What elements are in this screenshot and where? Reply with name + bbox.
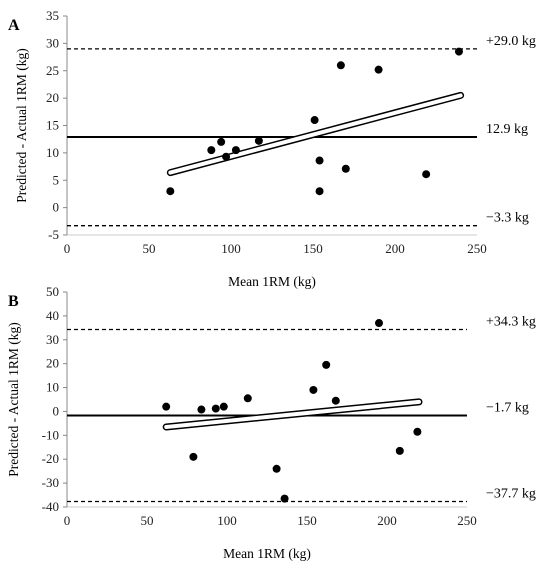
- data-point: [207, 146, 216, 155]
- data-point: [374, 65, 383, 74]
- data-point: [310, 116, 319, 125]
- upper-loa-label: +34.3 kg: [486, 315, 536, 330]
- data-point: [162, 402, 171, 411]
- data-point: [280, 494, 289, 503]
- y-tick-label: -10: [42, 427, 59, 442]
- panel-label: A: [8, 17, 20, 34]
- data-point: [219, 402, 228, 411]
- y-tick-label: 20: [46, 356, 59, 371]
- y-tick-label: 10: [46, 380, 59, 395]
- mean-bias-label: 12.9 kg: [486, 122, 528, 137]
- data-point: [375, 319, 383, 328]
- trend-line-fill: [168, 93, 463, 175]
- x-tick-label: 0: [64, 241, 71, 256]
- data-point: [336, 61, 345, 70]
- data-point: [315, 156, 324, 165]
- y-tick-label: 20: [46, 90, 59, 105]
- y-axis-title: Predicted - Actual 1RM (kg): [6, 322, 21, 476]
- y-axis-title: Predicted - Actual 1RM (kg): [14, 48, 29, 202]
- x-tick-label: 100: [221, 241, 241, 256]
- y-tick-label: 5: [53, 172, 60, 187]
- data-point: [197, 405, 206, 414]
- y-tick-label: 40: [46, 308, 59, 323]
- data-point: [211, 404, 220, 413]
- x-tick-label: 200: [385, 241, 405, 256]
- y-tick-label: 30: [46, 35, 59, 50]
- y-tick-label: 35: [46, 8, 59, 23]
- x-tick-label: 50: [143, 241, 156, 256]
- chart-panel-A: -5 0 5 10 15 20 25 30 35 0 50 100 150 200 250 +29.0 kg 1…: [8, 8, 536, 289]
- y-tick-label: 15: [46, 118, 59, 133]
- data-point: [331, 396, 340, 405]
- y-tick-label: -5: [48, 227, 59, 242]
- data-point: [341, 164, 350, 173]
- data-point: [254, 136, 263, 145]
- lower-loa-label: −3.3 kg: [486, 211, 529, 226]
- y-tick-label: 25: [46, 63, 59, 78]
- y-tick-label: 30: [46, 332, 59, 347]
- data-point: [322, 360, 331, 369]
- data-point: [315, 187, 324, 196]
- y-tick-label: 10: [46, 145, 59, 160]
- y-tick-label: 50: [46, 284, 59, 299]
- y-tick-label: 0: [53, 200, 60, 215]
- chart-panel-B: -40 -30 -20 -10 0 10 20 30 40 50 0 50 100 150 200 250 +3…: [6, 284, 536, 561]
- x-tick-label: 0: [64, 513, 71, 528]
- x-axis-title: Mean 1RM (kg): [223, 546, 311, 561]
- x-tick-label: 200: [377, 513, 397, 528]
- panel-label: B: [8, 293, 19, 310]
- mean-bias-label: −1.7 kg: [486, 401, 529, 416]
- y-tick-label: -30: [42, 475, 59, 490]
- x-tick-label: 100: [217, 513, 237, 528]
- x-axis-title: Mean 1RM (kg): [228, 274, 316, 289]
- data-point: [166, 187, 175, 196]
- data-point: [189, 452, 198, 461]
- data-point: [243, 394, 252, 403]
- trend-line-fill: [164, 399, 421, 429]
- x-tick-label: 50: [141, 513, 154, 528]
- data-point: [309, 385, 318, 394]
- data-point: [231, 146, 240, 155]
- data-point: [222, 152, 231, 161]
- lower-loa-label: −37.7 kg: [486, 487, 536, 502]
- data-point: [413, 427, 422, 436]
- y-tick-label: -20: [42, 451, 59, 466]
- data-point: [272, 464, 281, 473]
- x-tick-label: 150: [297, 513, 317, 528]
- data-point: [395, 446, 404, 455]
- y-tick-label: -40: [42, 499, 59, 514]
- data-point: [422, 170, 431, 179]
- data-point: [217, 137, 226, 146]
- x-tick-label: 250: [457, 513, 477, 528]
- x-tick-label: 150: [303, 241, 323, 256]
- x-tick-label: 250: [467, 241, 487, 256]
- upper-loa-label: +29.0 kg: [486, 34, 536, 49]
- y-tick-label: 0: [53, 403, 60, 418]
- data-point: [454, 47, 463, 56]
